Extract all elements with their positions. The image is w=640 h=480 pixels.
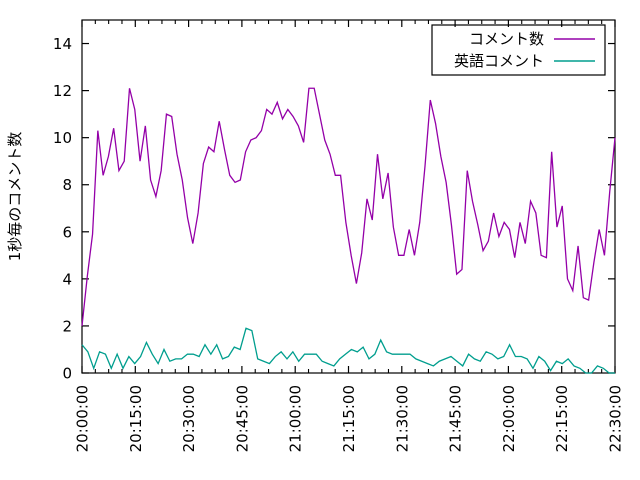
y-tick-label: 10 — [53, 129, 72, 147]
y-tick-label: 2 — [62, 317, 72, 335]
y-tick-label: 6 — [62, 223, 72, 241]
legend-label-2: 英語コメント — [454, 52, 544, 70]
x-tick-label: 20:30:00 — [180, 385, 198, 452]
x-tick-label: 22:15:00 — [553, 385, 571, 452]
y-tick-label: 14 — [53, 35, 72, 53]
x-tick-label: 21:45:00 — [447, 385, 465, 452]
y-tick-label: 4 — [62, 270, 72, 288]
series-line-1 — [81, 87, 616, 326]
y-tick-label: 12 — [53, 82, 72, 100]
legend-label-1: コメント数 — [469, 30, 544, 48]
x-tick-label: 20:00:00 — [74, 385, 92, 452]
series-line-2 — [81, 327, 615, 374]
x-tick-label: 22:30:00 — [607, 385, 625, 452]
x-tick-label: 21:00:00 — [287, 385, 305, 452]
x-tick-label: 20:45:00 — [233, 385, 251, 452]
plot-frame — [81, 19, 616, 374]
x-tick-label: 22:00:00 — [500, 385, 518, 452]
x-tick-label: 20:15:00 — [127, 385, 145, 452]
x-tick-label: 21:30:00 — [393, 385, 411, 452]
y-tick-label: 8 — [62, 176, 72, 194]
y-axis-label: 1秒毎のコメント数 — [6, 132, 24, 262]
y-tick-label: 0 — [62, 365, 72, 383]
x-tick-label: 21:15:00 — [340, 385, 358, 452]
legend-box — [431, 24, 606, 76]
